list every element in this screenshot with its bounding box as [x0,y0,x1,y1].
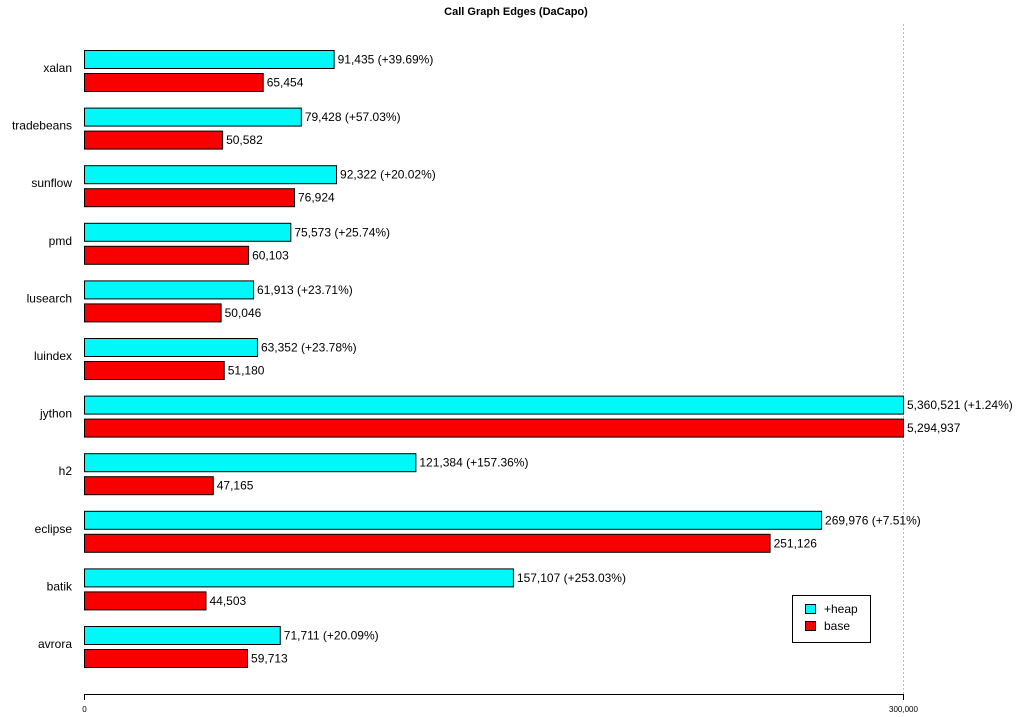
legend-box [792,595,871,643]
category-label: avrora [38,637,72,651]
bar-heap-luindex [84,338,258,357]
category-label: luindex [34,349,72,363]
data-label: 47,165 [217,479,254,493]
category-label: sunflow [31,176,72,190]
legend: +heap base [792,595,871,643]
bar-base-lusearch [84,303,222,323]
data-label: 251,126 [774,536,818,550]
bar-base-h2 [84,476,214,496]
data-label: 61,913 (+23.71%) [257,283,353,297]
data-label: 79,428 (+57.03%) [305,110,401,124]
data-label: 50,582 [226,133,263,147]
legend-label: base [824,619,850,633]
category-label: pmd [49,234,72,248]
data-label: 60,103 [252,248,289,262]
data-label: 91,435 (+39.69%) [338,53,434,67]
category-label: jython [39,407,72,421]
data-label: 50,046 [225,306,262,320]
bar-base-jython [84,418,904,438]
bar-base-luindex [84,361,225,380]
data-label: 51,180 [228,364,265,378]
bar-base-pmd [84,245,250,265]
data-label: 65,454 [267,76,304,90]
category-label: batik [47,579,73,593]
bar-heap-xalan [84,50,335,69]
data-label: 92,322 (+20.02%) [340,168,436,182]
bar-heap-jython [84,395,904,415]
data-label: 71,711 (+20.09%) [284,629,379,643]
bar-heap-batik [84,568,514,588]
x-tick-label: 0 [82,705,87,714]
chart-title: Call Graph Edges (DaCapo) [444,6,588,18]
category-label: lusearch [27,291,72,305]
data-label: 5,360,521 (+1.24%) [907,398,1013,412]
bar-base-batik [84,591,207,611]
data-label: 59,713 [251,652,288,666]
bar-heap-sunflow [84,165,338,185]
bar-heap-h2 [84,453,417,473]
category-label: h2 [59,464,73,478]
legend-swatch-heap [805,604,816,614]
data-label: 5,294,937 [907,421,961,435]
data-label: 63,352 (+23.78%) [261,341,357,355]
bar-base-avrora [84,649,249,668]
data-label: 44,503 [209,594,246,608]
data-label: 121,384 (+157.36%) [419,456,528,470]
x-tick-label: 300,000 [889,705,918,714]
bar-heap-eclipse [84,510,823,530]
category-label: eclipse [35,522,73,536]
bar-base-sunflow [84,188,296,208]
bar-base-tradebeans [84,130,224,150]
legend-label: +heap [824,602,858,616]
data-label: 76,924 [298,191,335,205]
category-label: xalan [43,61,72,75]
bar-heap-lusearch [84,280,255,300]
category-label: tradebeans [12,119,72,133]
bar-base-xalan [84,73,264,92]
bar-heap-pmd [84,222,292,242]
data-label: 269,976 (+7.51%) [825,513,921,527]
data-label: 157,107 (+253.03%) [517,571,626,585]
bar-heap-avrora [84,626,281,645]
legend-swatch-base [805,621,816,631]
bar-base-eclipse [84,533,771,553]
data-label: 75,573 (+25.74%) [294,225,390,239]
bar-heap-tradebeans [84,107,302,127]
